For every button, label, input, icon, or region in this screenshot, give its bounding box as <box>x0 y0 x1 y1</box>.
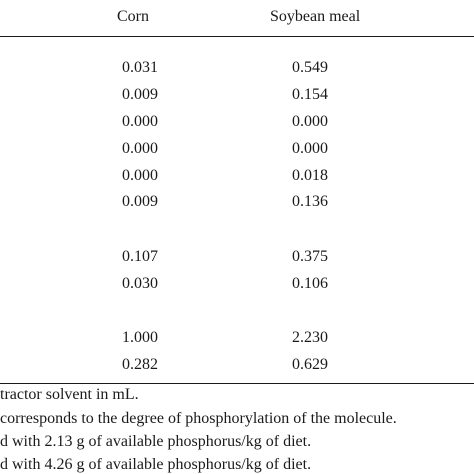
table-cell-corn: 0.009 <box>122 193 158 210</box>
footnote: d with 4.26 g of available phosphorus/kg… <box>0 456 312 473</box>
table-cell-corn: 0.000 <box>122 113 158 130</box>
table-cell-corn: 0.282 <box>122 356 158 373</box>
column-header-soybean-meal: Soybean meal <box>270 8 361 25</box>
table-cell-soybean-meal: 0.136 <box>292 193 328 210</box>
footnote: d with 2.13 g of available phosphorus/kg… <box>0 433 312 450</box>
table-cell-soybean-meal: 0.629 <box>292 356 328 373</box>
footnote: corresponds to the degree of phosphoryla… <box>0 410 397 427</box>
table-cell-soybean-meal: 0.375 <box>292 248 328 265</box>
column-header-corn: Corn <box>117 8 149 25</box>
table-cell-corn: 1.000 <box>122 329 158 346</box>
table-cell-corn: 0.031 <box>122 59 158 76</box>
table-cell-soybean-meal: 0.106 <box>292 275 328 292</box>
table-cell-corn: 0.000 <box>122 167 158 184</box>
table-cell-corn: 0.030 <box>122 275 158 292</box>
header-rule <box>0 36 474 37</box>
table-cell-corn: 0.009 <box>122 86 158 103</box>
table-cell-soybean-meal: 0.000 <box>292 140 328 157</box>
table-cell-soybean-meal: 2.230 <box>292 329 328 346</box>
table-cell-corn: 0.000 <box>122 140 158 157</box>
table-cell-corn: 0.107 <box>122 248 158 265</box>
table-cell-soybean-meal: 0.018 <box>292 167 328 184</box>
table-bottom-rule <box>0 383 474 384</box>
table-cell-soybean-meal: 0.000 <box>292 113 328 130</box>
table-cell-soybean-meal: 0.154 <box>292 86 328 103</box>
table-cell-soybean-meal: 0.549 <box>292 59 328 76</box>
footnote: tractor solvent in mL. <box>0 386 139 403</box>
